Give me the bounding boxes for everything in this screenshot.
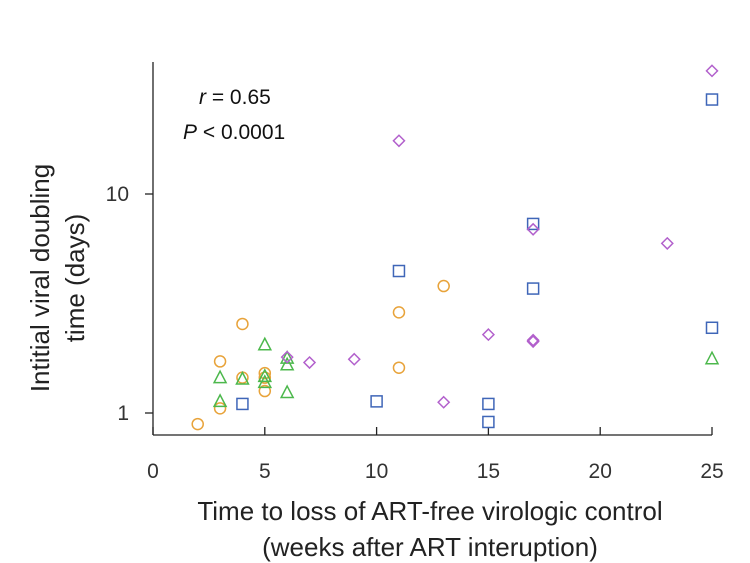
x-axis-title-line1: Time to loss of ART-free virologic contr… <box>197 496 662 526</box>
data-point-circle <box>258 366 272 380</box>
x-tick-label: 0 <box>147 460 159 483</box>
r-annotation: r = 0.65 <box>199 86 271 109</box>
data-point-triangle <box>279 384 295 399</box>
data-point-circle <box>258 371 272 384</box>
data-point-triangle <box>279 356 295 371</box>
data-point-circle <box>236 317 249 331</box>
x-tick-label: 15 <box>477 460 500 483</box>
data-point-triangle <box>212 393 228 408</box>
r-symbol: r <box>199 86 207 109</box>
data-point-square <box>482 397 495 411</box>
tick-labels: 0 5 10 15 20 25 1 10 <box>106 183 724 483</box>
data-point-triangle <box>235 370 250 385</box>
p-symbol: P <box>183 121 197 144</box>
data-point-square <box>705 93 719 106</box>
data-point-square <box>705 321 719 335</box>
data-point-diamond <box>526 334 540 349</box>
data-point-diamond <box>526 222 540 236</box>
data-point-diamond <box>347 352 361 366</box>
x-tick-label: 10 <box>365 460 388 483</box>
data-point-triangle <box>257 336 273 351</box>
data-point-square <box>526 282 540 295</box>
data-point-circle <box>392 361 406 374</box>
data-point-diamond <box>705 64 719 78</box>
x-tick-label: 25 <box>700 460 723 483</box>
data-point-diamond <box>280 350 294 364</box>
data-point-diamond <box>660 236 674 250</box>
data-point-triangle <box>257 374 273 389</box>
data-point-square <box>526 217 540 231</box>
data-point-triangle <box>212 369 228 384</box>
data-point-circle <box>258 384 272 398</box>
data-point-diamond <box>392 134 406 148</box>
y-tick-label: 10 <box>106 183 129 206</box>
data-points <box>191 64 720 431</box>
data-point-square <box>236 397 249 411</box>
x-axis-title-line2: (weeks after ART interuption) <box>262 532 598 562</box>
data-point-circle <box>191 417 204 431</box>
data-point-circle <box>213 402 227 415</box>
y-axis-title-line1: Intitial viral doubling <box>25 164 55 392</box>
data-point-circle <box>392 306 406 319</box>
x-tick-label: 20 <box>589 460 612 483</box>
data-point-diamond <box>526 333 540 347</box>
y-tick-label: 1 <box>117 402 129 425</box>
p-annotation: P < 0.0001 <box>183 121 285 144</box>
data-point-circle <box>437 279 450 293</box>
data-point-triangle <box>704 350 720 365</box>
r-value: = 0.65 <box>206 86 271 109</box>
axes <box>145 62 713 436</box>
data-point-circle <box>213 355 227 368</box>
data-point-diamond <box>481 328 495 342</box>
data-point-diamond <box>437 395 451 409</box>
data-point-square <box>392 264 406 278</box>
p-value: < 0.0001 <box>197 121 285 144</box>
data-point-triangle <box>257 368 273 383</box>
x-tick-label: 5 <box>259 460 271 483</box>
data-point-square <box>482 415 495 429</box>
data-point-diamond <box>302 355 317 370</box>
data-point-square <box>370 395 383 408</box>
y-axis-title-line2: time (days) <box>60 214 90 343</box>
